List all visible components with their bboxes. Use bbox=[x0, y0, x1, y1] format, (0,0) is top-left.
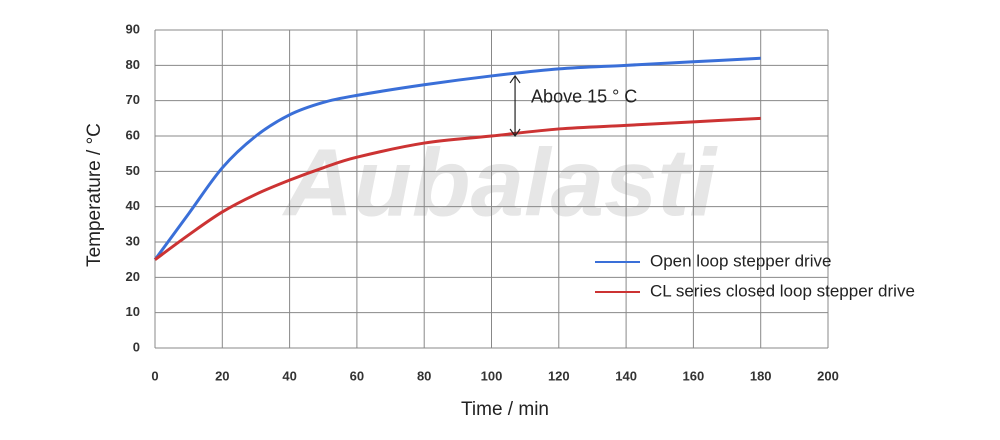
y-tick-label: 90 bbox=[126, 21, 140, 36]
series-line bbox=[154, 116, 761, 261]
y-tick-label: 10 bbox=[126, 304, 140, 319]
y-axis-label: Temperature / °C bbox=[84, 123, 105, 267]
x-tick-label: 60 bbox=[350, 368, 364, 383]
y-tick-label: 20 bbox=[126, 269, 140, 284]
y-tick-label: 30 bbox=[126, 233, 140, 248]
x-tick-label: 160 bbox=[683, 368, 705, 383]
y-tick-label: 40 bbox=[126, 198, 140, 213]
x-tick-label: 180 bbox=[750, 368, 772, 383]
y-tick-label: 60 bbox=[126, 127, 140, 142]
x-tick-label: 80 bbox=[417, 368, 431, 383]
arrow-head bbox=[509, 74, 521, 84]
watermark: Aubalasti bbox=[282, 129, 718, 236]
y-tick-label: 50 bbox=[126, 163, 140, 178]
x-tick-label: 120 bbox=[548, 368, 570, 383]
x-tick-label: 20 bbox=[215, 368, 229, 383]
y-tick-label: 80 bbox=[126, 57, 140, 72]
y-tick-label: 70 bbox=[126, 92, 140, 107]
legend-label: Open loop stepper drive bbox=[650, 251, 831, 270]
legend-label: CL series closed loop stepper drive bbox=[650, 281, 915, 300]
series-line bbox=[153, 56, 761, 261]
arrow-head bbox=[509, 128, 521, 138]
y-tick-label: 0 bbox=[133, 339, 140, 354]
annotation-text: Above 15 ° C bbox=[531, 87, 637, 107]
x-axis-label: Time / min bbox=[461, 399, 549, 420]
x-tick-label: 100 bbox=[481, 368, 503, 383]
x-tick-label: 140 bbox=[615, 368, 637, 383]
x-tick-label: 200 bbox=[817, 368, 839, 383]
x-tick-label: 40 bbox=[282, 368, 296, 383]
x-tick-label: 0 bbox=[151, 368, 158, 383]
